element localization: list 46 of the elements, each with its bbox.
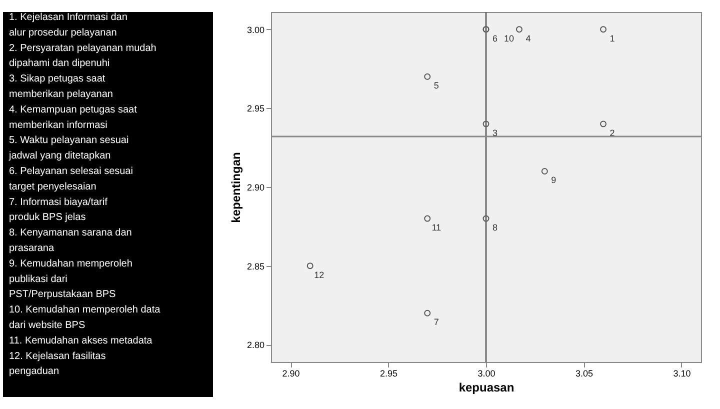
y-tick-label: 3.00 xyxy=(246,24,264,35)
y-axis-title: kepentingan xyxy=(228,152,243,223)
text: 3. Sikap petugas saat memberikan pelayanan xyxy=(9,74,113,100)
annotation: 4 xyxy=(526,33,531,44)
point xyxy=(424,73,431,80)
annotation: 7 xyxy=(434,317,439,328)
text: 12. Kejelasan fasilitas pengaduan xyxy=(9,350,106,378)
y-tick-label: 2.95 xyxy=(246,104,264,114)
point xyxy=(541,168,548,174)
annotation: 1 xyxy=(610,33,615,44)
text: 8. Kenyamanan sarana dan prasarana xyxy=(9,228,132,254)
point xyxy=(424,310,431,316)
point xyxy=(482,120,490,128)
y-tick-label: 2.85 xyxy=(246,261,264,272)
annotation: 2 xyxy=(610,128,615,138)
point xyxy=(516,26,522,33)
point xyxy=(306,262,314,270)
annotation: 8 xyxy=(492,222,498,233)
annotation: 12 xyxy=(314,270,324,280)
x-tick-label: 2.90 xyxy=(282,368,300,378)
text: 10. Kemudahan memperoleh data dari website BPS xyxy=(9,304,161,331)
point xyxy=(600,26,607,33)
point xyxy=(424,215,431,222)
annotation: 5 xyxy=(434,80,439,91)
y-tick-label: 2.90 xyxy=(246,182,264,192)
x-tick-label: 3.05 xyxy=(575,368,593,378)
x-tick-label: 3.10 xyxy=(673,368,691,378)
annotation: 9 xyxy=(551,175,556,186)
text: 4. Kemampuan petugas saat memberikan informasi xyxy=(9,104,138,131)
annotation: 10 xyxy=(504,33,514,44)
text: 9. Kemudahan memperoleh publikasi dari PST/Perpustakaan BPS xyxy=(9,258,132,300)
point xyxy=(600,120,607,128)
x-tick-label: 2.95 xyxy=(380,368,398,378)
text: 7. Informasi biaya/tarif produk BPS jelas xyxy=(9,196,108,224)
point xyxy=(482,215,490,222)
text: 1. Kejelasan Informasi dan alur prosedur pelayanan xyxy=(9,12,128,38)
x-axis-title: kepuasan xyxy=(458,380,514,394)
y-tick-label: 2.80 xyxy=(246,340,264,350)
annotation: 11 xyxy=(432,222,442,233)
x-tick-label: 3.00 xyxy=(478,368,496,378)
text: 6. Pelayanan selesai sesuai target penyelesaian xyxy=(9,166,133,192)
text: 5. Waktu pelayanan sesuai jadwal yang ditetapkan xyxy=(8,135,129,162)
text: 2. Persyaratan pelayanan mudah dipahami dan dipenuhi xyxy=(9,42,156,70)
text: 11. Kemudahan akses metadata xyxy=(9,335,153,346)
annotation: 3 xyxy=(492,128,498,138)
annotation: 6 xyxy=(492,33,498,44)
